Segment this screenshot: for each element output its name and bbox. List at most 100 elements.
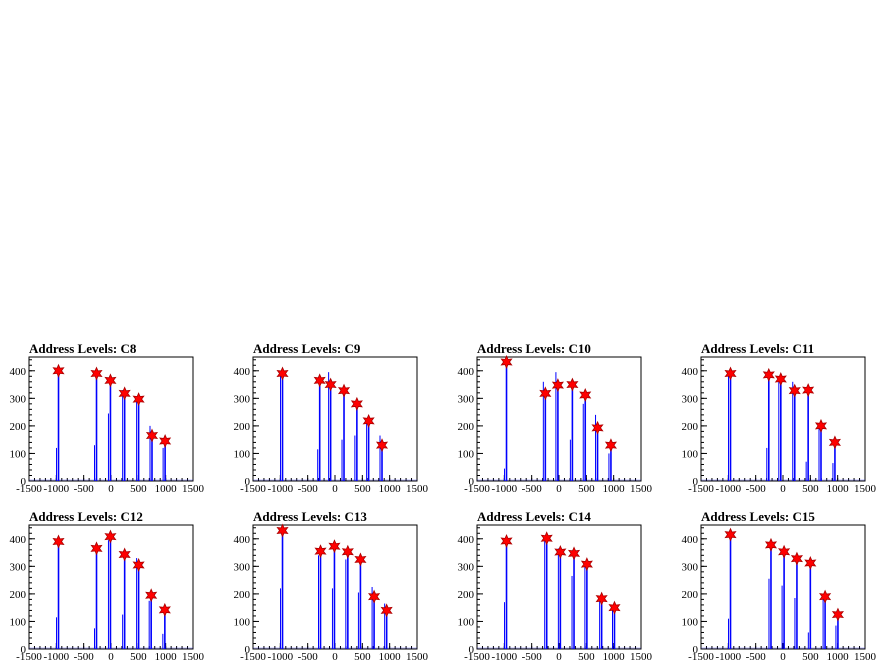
peak-marker: [500, 354, 513, 369]
x-tick-label: 0: [780, 651, 786, 663]
chart-panel: Address Levels: C8 0 100 200 300 400 -1500 -100…: [10, 341, 205, 495]
peak-marker: [580, 557, 593, 572]
chart-panel: Address Levels: C11 0 100 200 300 400 -1500 -10…: [682, 341, 877, 495]
peak-marker: [362, 413, 375, 428]
peak-marker: [540, 531, 553, 546]
y-tick-label: 200: [10, 421, 27, 433]
x-tick-label: -500: [522, 651, 543, 663]
peak-marker: [551, 378, 564, 393]
x-tick-label: -1000: [715, 483, 741, 495]
y-tick-label: 100: [10, 616, 27, 628]
y-tick-label: 200: [10, 589, 27, 601]
peak-marker: [764, 537, 778, 552]
chart-panel: Address Levels: C12 0 100 200 300 400 -1500 -10…: [10, 509, 205, 663]
plot-frame: [700, 524, 866, 650]
x-tick-label: 1000: [603, 483, 626, 495]
x-tick-label: 1500: [182, 651, 205, 663]
peak-marker: [579, 388, 592, 403]
peak-marker: [828, 435, 841, 450]
y-tick-label: 0: [245, 644, 251, 656]
x-tick-label: 0: [556, 651, 562, 663]
peak-marker: [104, 529, 117, 544]
y-tick-label: 400: [234, 534, 251, 546]
peak-marker: [354, 552, 367, 567]
peak-marker: [762, 367, 775, 382]
y-tick-label: 300: [682, 393, 699, 405]
peak-marker: [52, 363, 65, 378]
y-tick-label: 200: [682, 421, 699, 433]
peak-marker: [831, 607, 845, 622]
peak-marker: [500, 533, 513, 548]
x-tick-label: 1000: [827, 651, 850, 663]
peak-marker: [790, 551, 803, 566]
x-tick-label: 1000: [379, 651, 402, 663]
x-tick-label: -1500: [688, 651, 714, 663]
y-tick-label: 100: [234, 448, 251, 460]
y-tick-label: 300: [10, 561, 27, 573]
x-tick-label: -1500: [240, 651, 266, 663]
peak-marker: [778, 544, 791, 559]
x-tick-label: 1500: [406, 651, 429, 663]
peak-marker: [313, 373, 326, 388]
y-tick-label: 300: [10, 393, 27, 405]
y-tick-label: 100: [682, 448, 699, 460]
peak-marker: [276, 523, 289, 538]
peak-marker: [380, 603, 393, 618]
peak-marker: [595, 591, 608, 606]
x-tick-label: -1500: [464, 483, 490, 495]
chart-title: Address Levels: C15: [701, 509, 815, 524]
x-tick-label: 1500: [630, 651, 653, 663]
y-tick-label: 100: [458, 616, 475, 628]
peak-marker: [328, 539, 341, 554]
x-tick-label: -1500: [240, 483, 266, 495]
x-tick-label: 1500: [182, 483, 205, 495]
x-tick-label: -1000: [267, 483, 293, 495]
peak-marker: [819, 589, 832, 604]
x-tick-label: 500: [578, 651, 595, 663]
x-tick-label: 1000: [155, 651, 178, 663]
y-tick-label: 300: [234, 393, 251, 405]
chart-panel: Address Levels: C13 0 100 200 300 400 -1500 -10…: [234, 509, 429, 663]
peak-marker: [132, 392, 145, 407]
x-tick-label: -1000: [491, 483, 517, 495]
y-tick-label: 300: [458, 561, 475, 573]
peak-marker: [341, 544, 354, 559]
peak-marker: [118, 547, 131, 562]
peak-marker: [118, 386, 131, 401]
chart-panel: Address Levels: C9 0 100 200 300 400 -1500 -100…: [234, 341, 429, 495]
x-tick-label: 1500: [854, 483, 877, 495]
y-tick-label: 0: [21, 476, 27, 488]
x-tick-label: 0: [332, 651, 338, 663]
peak-marker: [375, 438, 389, 453]
chart-title: Address Levels: C11: [701, 341, 814, 356]
plot-frame: [476, 356, 642, 482]
peak-marker: [276, 366, 289, 381]
peak-marker: [158, 602, 171, 617]
x-tick-label: -1000: [43, 483, 69, 495]
x-tick-label: -500: [298, 483, 319, 495]
x-tick-label: -500: [746, 651, 767, 663]
peak-marker: [90, 541, 103, 556]
chart-panel: Address Levels: C15 0 100 200 300 400 -1500 -10…: [682, 509, 877, 663]
y-tick-label: 400: [458, 366, 475, 378]
peak-marker: [608, 600, 621, 615]
peak-marker: [90, 366, 103, 381]
peak-marker: [324, 377, 337, 392]
peak-marker: [314, 544, 327, 559]
y-tick-label: 0: [693, 476, 699, 488]
peak-marker: [724, 366, 737, 381]
x-tick-label: 1000: [379, 483, 402, 495]
chart-title: Address Levels: C13: [253, 509, 367, 524]
x-tick-label: -1000: [491, 651, 517, 663]
chart-title: Address Levels: C12: [29, 509, 143, 524]
y-tick-label: 400: [10, 534, 27, 546]
y-tick-label: 400: [682, 534, 699, 546]
peak-marker: [159, 434, 172, 449]
x-tick-label: -500: [74, 483, 95, 495]
x-tick-label: 0: [108, 651, 114, 663]
chart-title: Address Levels: C14: [477, 509, 591, 524]
x-tick-label: -1500: [464, 651, 490, 663]
peak-marker: [145, 588, 158, 603]
peak-marker: [145, 428, 159, 443]
